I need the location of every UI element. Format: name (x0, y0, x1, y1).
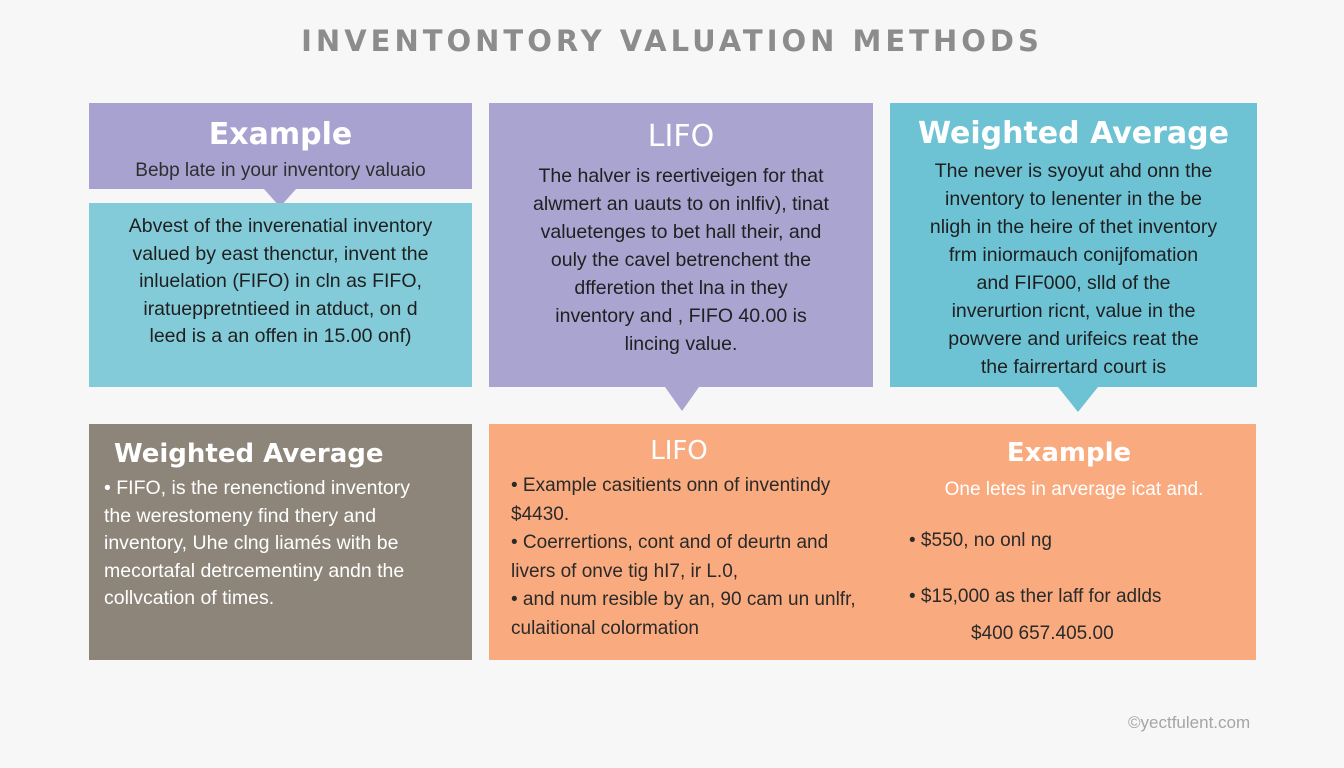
lifo-bottom-line: • Coerrertions, cont and of deurtn and (511, 532, 829, 553)
example-bottom-heading: Example (1006, 438, 1132, 468)
pointer-arrow (665, 387, 699, 411)
lifo-bottom-line: • and num resible by an, 90 cam un unlfr… (511, 589, 856, 610)
example-bottom-line: • $550, no onl ng (909, 530, 1052, 551)
example-body-panel: Abvest of the inverenatial inventory val… (89, 203, 472, 387)
weighted-average-body-line: nligh in the heire of thet inventory (929, 216, 1218, 238)
weighted-average-bottom-line: mecortafal detrcementiny andn the (104, 559, 405, 582)
lifo-bottom-line: livers of onve tig hI7, ir L.0, (511, 560, 739, 582)
lifo-body-line: dfferetion thet lna in they (574, 277, 788, 299)
lifo-example-panel: LIFO • Example casitients onn of inventi… (489, 424, 1256, 660)
lifo-heading: LIFO (647, 119, 715, 154)
lifo-body-line: The halver is reertiveigen for that (538, 165, 824, 187)
weighted-average-bottom-panel: Weighted Average • FIFO, is the renencti… (89, 424, 472, 660)
weighted-average-body-line: powvere and urifeics reat the (948, 328, 1199, 350)
weighted-average-heading: Weighted Average (917, 116, 1229, 151)
weighted-average-bottom-line: • FIFO, is the renenctiond inventory (104, 477, 410, 499)
example-bottom-subtitle: One letes in arverage icat and. (944, 479, 1204, 500)
lifo-bottom-line: culaitional colormation (511, 617, 699, 639)
lifo-panel: LIFO The halver is reertiveigen for that… (489, 103, 873, 387)
lifo-body-line: alwmert an uauts to on inlfiv), tinat (533, 193, 829, 215)
watermark: ©yectfulent.com (1128, 713, 1251, 732)
lifo-body-line: valuetenges to bet hall their, and (540, 221, 822, 243)
weighted-average-body-line: The never is syoyut ahd onn the (934, 160, 1213, 182)
weighted-average-bottom-line: collvcation of times. (104, 587, 275, 609)
example-bottom-total: $400 657.405.00 (971, 623, 1114, 644)
weighted-average-body-line: inventory to lenenter in the be (945, 188, 1202, 210)
lifo-body-line: ouly the cavel betrenchent the (550, 249, 812, 271)
example-body-line: iratueppretntieed in atduct, on d (143, 297, 418, 320)
example-body-line: valued by east thenctur, invent the (132, 242, 429, 265)
example-body-line: inluelation (FIFO) in cln as FIFO, (139, 270, 422, 292)
lifo-bottom-line: • Example casitients onn of inventindy (511, 475, 831, 496)
page-title: INVENTONTORY VALUATION METHODS (301, 24, 1043, 58)
example-heading: Example (208, 117, 353, 152)
example-body-line: leed is a an offen in 15.00 onf) (149, 325, 412, 347)
lifo-body-line: inventory and , FIFO 40.00 is (555, 305, 807, 327)
lifo-body-line: lincing value. (624, 333, 738, 355)
example-subtitle: Bebp late in your inventory valuaio (135, 160, 426, 181)
weighted-average-body-line: inverurtion ricnt, value in the (951, 300, 1196, 322)
weighted-average-panel: Weighted Average The never is syoyut ahd… (890, 103, 1257, 387)
weighted-average-bottom-line: the werestomeny find thery and (104, 504, 377, 527)
pointer-arrow (1058, 387, 1098, 412)
lifo-bottom-heading: LIFO (650, 436, 708, 466)
example-body-line: Abvest of the inverenatial inventory (128, 215, 433, 237)
example-header-panel: Example Bebp late in your inventory valu… (89, 103, 472, 189)
weighted-average-body-line: frm iniormauch conijfomation (948, 244, 1199, 266)
weighted-average-bottom-line: inventory, Uhe clng liamés with be (104, 532, 399, 554)
lifo-bottom-line: $4430. (511, 503, 570, 525)
weighted-average-body-line: the fairrertard court is (980, 356, 1167, 378)
weighted-average-bottom-heading: Weighted Average (114, 439, 384, 469)
example-bottom-line: • $15,000 as ther laff for adlds (909, 586, 1162, 607)
weighted-average-body-line: and FIF000, slld of the (976, 272, 1171, 294)
pointer-arrow (264, 189, 296, 207)
